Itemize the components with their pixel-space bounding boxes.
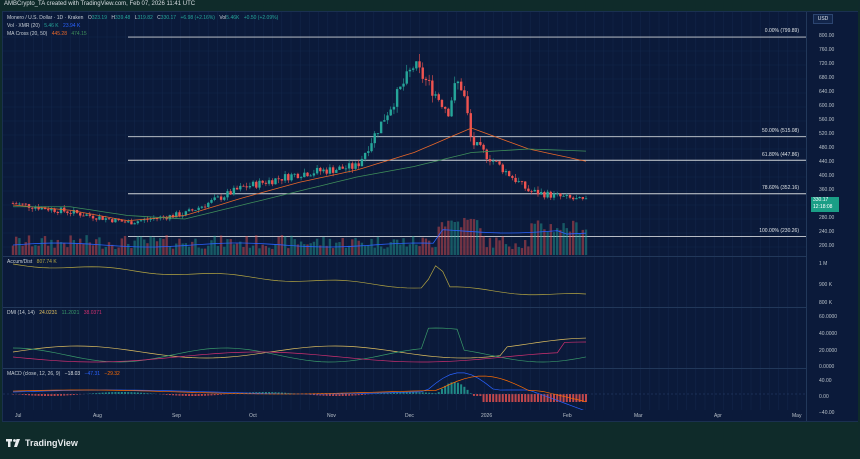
last-price-tag: 330.17 12:18:08 — [811, 197, 839, 212]
dmi-legend-name: DMI (14, 14) — [7, 310, 35, 316]
price-tick: 800.00 — [819, 33, 835, 39]
time-label: Feb — [563, 413, 572, 419]
price-tick: 480.00 — [819, 145, 835, 151]
time-label: Aug — [93, 413, 102, 419]
close-value: 330.17 — [160, 15, 177, 21]
macd-tick: 0.00 — [819, 394, 829, 400]
brand-name: TradingView — [25, 438, 78, 448]
price-tick: 400.00 — [819, 173, 835, 179]
time-label: Nov — [327, 413, 336, 419]
vol-label: Vol — [219, 15, 227, 21]
time-axis[interactable]: Jul Aug Sep Oct Nov Dec 2026 Feb Mar Apr… — [3, 410, 806, 423]
dmi-tick: 60.0000 — [819, 314, 838, 320]
fib-label-50: 50.00% (515.08) — [762, 128, 799, 134]
time-label: Sep — [172, 413, 181, 419]
pane-divider-ad[interactable] — [3, 307, 858, 308]
pane-divider-dmi[interactable] — [3, 368, 858, 369]
low-label: L — [134, 15, 138, 21]
bar-countdown: 12:18:08 — [813, 204, 833, 210]
price-tick: 360.00 — [819, 187, 835, 193]
vol-change-value: +0.50 (+2.09%) — [243, 15, 279, 21]
volume-legend-name: Vol · XMR (20) — [7, 23, 40, 29]
time-label: May — [792, 413, 802, 419]
price-tick: 440.00 — [819, 159, 835, 165]
tradingview-brand[interactable]: TradingView — [6, 438, 78, 448]
attribution-text: AMBCrypto_TA created with TradingView.co… — [4, 1, 196, 7]
chart-canvas[interactable] — [3, 12, 806, 410]
price-tick: 600.00 — [819, 103, 835, 109]
fib-label-61-8: 61.80% (447.86) — [762, 152, 799, 158]
dmi-tick: 20.0000 — [819, 348, 838, 354]
price-tick: 760.00 — [819, 47, 835, 53]
tradingview-logo-icon — [6, 439, 20, 447]
volume-value: 5.46K — [226, 15, 240, 21]
time-label: Apr — [714, 413, 722, 419]
symbol-label: Monero / U.S. Dollar · 1D · Kraken — [7, 15, 84, 21]
price-tick: 200.00 — [819, 243, 835, 249]
macd-legend-name: MACD (close, 12, 26, 9) — [7, 371, 61, 377]
main-legend: Monero / U.S. Dollar · 1D · Kraken O323.… — [7, 15, 278, 21]
chart-frame[interactable]: Monero / U.S. Dollar · 1D · Kraken O323.… — [2, 11, 858, 422]
macd-tick: 40.00 — [819, 378, 832, 384]
macd-hist-value: −18.03 — [64, 371, 81, 377]
ma-legend-v1: 445.28 — [51, 31, 67, 37]
open-label: O — [87, 15, 92, 21]
high-label: H — [111, 15, 116, 21]
ad-tick: 900 K — [819, 282, 833, 288]
close-label: C — [157, 15, 161, 21]
volume-legend-v2: 23.94 K — [63, 23, 81, 29]
macd-tick: −40.00 — [819, 410, 835, 416]
price-axis[interactable]: USD 800.00 760.00 720.00 680.00 640.00 6… — [806, 12, 858, 421]
macd-line-value: −47.31 — [84, 371, 101, 377]
last-price: 330.17 — [813, 197, 829, 203]
price-tick: 560.00 — [819, 117, 835, 123]
ma-legend-v2: 474.15 — [71, 31, 87, 37]
price-tick: 240.00 — [819, 229, 835, 235]
fib-label-100: 100.00% (230.26) — [759, 228, 799, 234]
dmi-adx-value: 24.0231 — [39, 310, 58, 316]
price-tick: 680.00 — [819, 75, 835, 81]
change-value: +6.98 (+2.16%) — [180, 15, 215, 21]
price-tick: 720.00 — [819, 61, 835, 67]
dmi-legend: DMI (14, 14) 24.0231 11.2021 38.0371 — [7, 310, 102, 316]
ad-legend-v1: 807.74 K — [36, 259, 57, 265]
ad-legend-name: Accum/Dist — [7, 259, 33, 265]
ad-tick: 800 K — [819, 300, 833, 306]
volume-legend-v1: 5.46 K — [44, 23, 59, 29]
ma-legend-name: MA Cross (20, 50) — [7, 31, 48, 37]
time-label: Dec — [405, 413, 414, 419]
low-value: 319.82 — [137, 15, 153, 21]
fib-label-0: 0.00% (799.89) — [764, 28, 799, 34]
time-label: Mar — [634, 413, 643, 419]
price-tick: 640.00 — [819, 89, 835, 95]
dmi-tick: 40.0000 — [819, 331, 838, 337]
fib-label-78-6: 78.60% (352.16) — [762, 185, 799, 191]
time-label: Jul — [15, 413, 22, 419]
price-tick: 520.00 — [819, 131, 835, 137]
time-label: Oct — [249, 413, 257, 419]
volume-legend: Vol · XMR (20) 5.46 K 23.94 K — [7, 23, 80, 29]
attribution-bar: AMBCrypto_TA created with TradingView.co… — [0, 0, 860, 11]
time-label: 2026 — [481, 413, 493, 419]
dmi-plus-di-value: 11.2021 — [61, 310, 80, 316]
dmi-tick: 0.0000 — [819, 364, 835, 370]
ma-cross-legend: MA Cross (20, 50) 445.28 474.15 — [7, 31, 87, 37]
price-tick: 280.00 — [819, 215, 835, 221]
high-value: 339.48 — [115, 15, 131, 21]
ad-tick: 1 M — [819, 261, 828, 267]
currency-badge[interactable]: USD — [813, 14, 833, 24]
dmi-minus-di-value: 38.0371 — [83, 310, 102, 316]
pane-divider-volume[interactable] — [3, 256, 858, 257]
footer: TradingView — [0, 422, 860, 459]
accum-dist-legend: Accum/Dist 807.74 K — [7, 259, 57, 265]
open-value: 323.19 — [91, 15, 107, 21]
macd-signal-value: −29.32 — [104, 371, 120, 377]
macd-legend: MACD (close, 12, 26, 9) −18.03 −47.31 −2… — [7, 371, 120, 377]
